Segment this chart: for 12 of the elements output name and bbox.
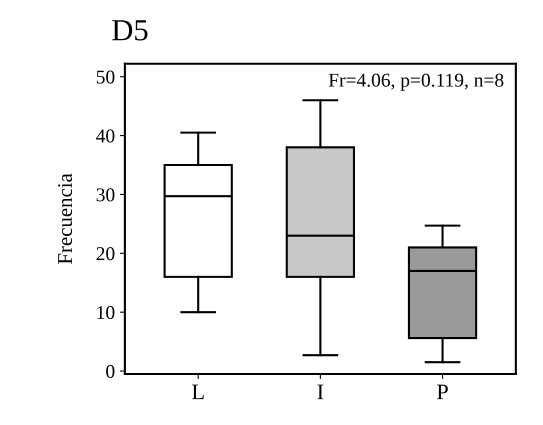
chart-title: D5 (112, 20, 148, 41)
y-tick-label: 30 (96, 188, 114, 202)
x-tick-label: P (437, 384, 448, 400)
y-tick-label: 20 (96, 247, 114, 260)
y-tick-label: 0 (106, 364, 114, 378)
y-tick-label: 50 (96, 70, 114, 84)
y-tick-label: 10 (97, 306, 114, 320)
x-tick-label: I (317, 384, 324, 400)
y-axis-title: Frecuencia (58, 173, 72, 264)
y-tick-label: 40 (96, 129, 114, 143)
annotation: Fr=4.06, p=0.119, n=8 (328, 74, 504, 91)
x-tick-label: L (192, 384, 204, 400)
